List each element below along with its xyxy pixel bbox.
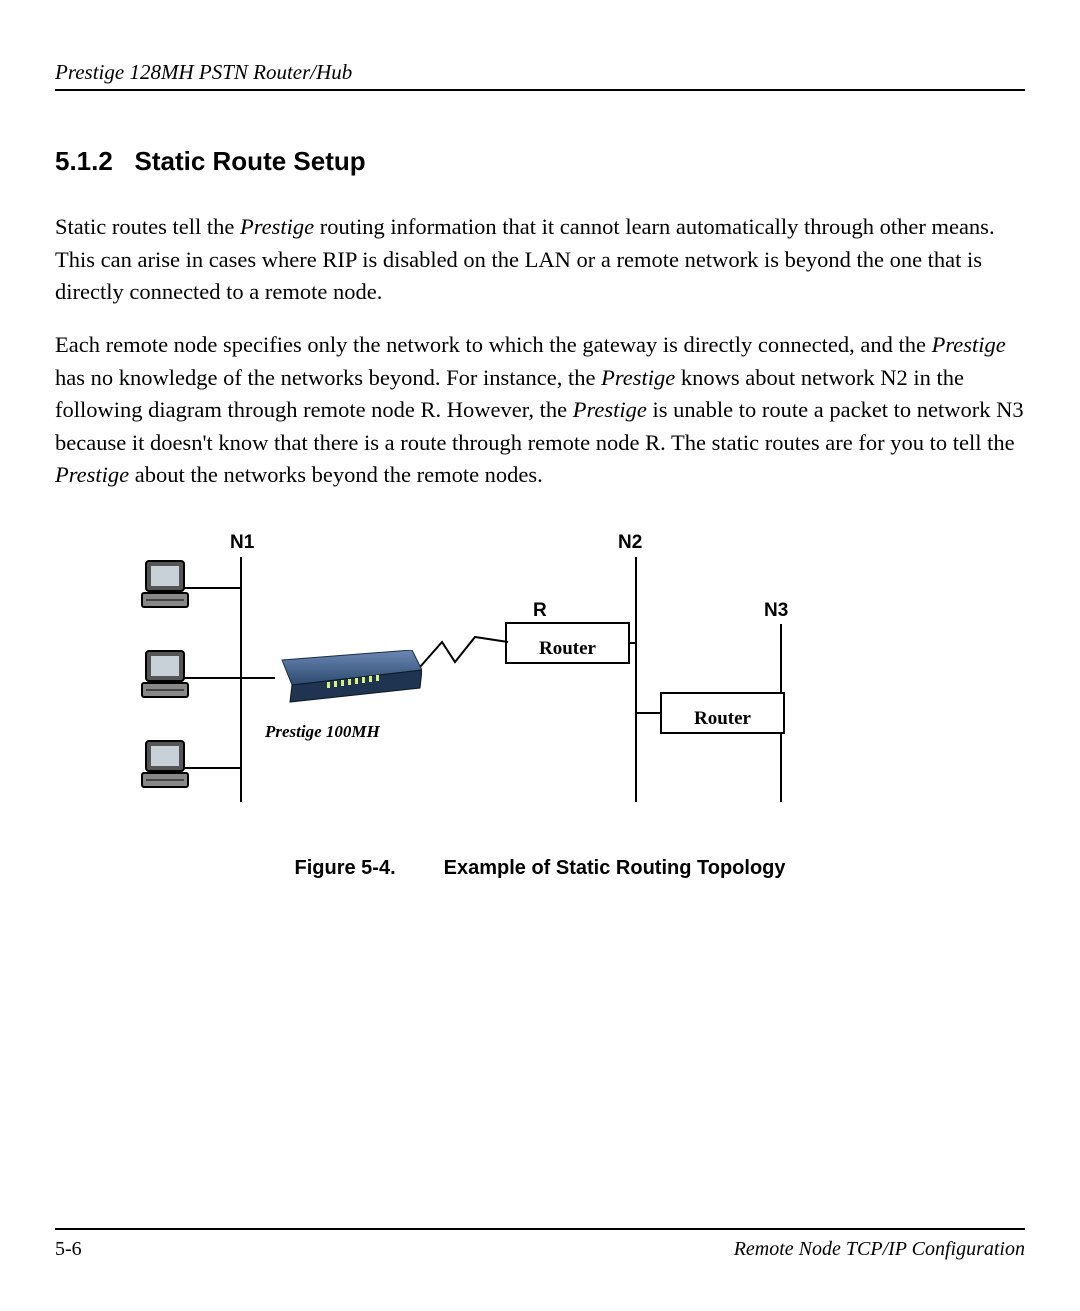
section-title: Static Route Setup — [135, 146, 366, 176]
router2-n2-line — [635, 712, 662, 714]
product-name: Prestige — [55, 462, 129, 487]
n1-label: N1 — [230, 532, 254, 554]
product-name: Prestige — [573, 397, 647, 422]
figure-title: Example of Static Routing Topology — [444, 857, 786, 879]
computer-icon — [140, 557, 200, 612]
router-box-1: Router — [505, 622, 630, 664]
page-header: Prestige 128MH PSTN Router/Hub — [55, 60, 1025, 91]
text: Static routes tell the — [55, 214, 240, 239]
document-page: Prestige 128MH PSTN Router/Hub 5.1.2 Sta… — [0, 0, 1080, 1311]
page-number: 5-6 — [55, 1238, 82, 1261]
figure-number: Figure 5-4. — [295, 857, 396, 879]
topology-diagram: N1 N2 N3 R Prestige 100MH Router Router — [140, 532, 840, 832]
text: about the networks beyond the remote nod… — [129, 462, 543, 487]
n2-label: N2 — [618, 532, 642, 554]
text: Each remote node specifies only the netw… — [55, 332, 932, 357]
paragraph-2: Each remote node specifies only the netw… — [55, 329, 1025, 492]
page-footer: 5-6 Remote Node TCP/IP Configuration — [55, 1228, 1025, 1261]
product-name: Prestige — [240, 214, 314, 239]
router-label: Router — [539, 638, 596, 660]
chapter-title: Remote Node TCP/IP Configuration — [734, 1238, 1025, 1261]
device-tap-line — [240, 677, 275, 679]
paragraph-1: Static routes tell the Prestige routing … — [55, 211, 1025, 309]
text: has no knowledge of the networks beyond.… — [55, 365, 601, 390]
header-title: Prestige 128MH PSTN Router/Hub — [55, 60, 352, 84]
figure-caption: Figure 5-4. Example of Static Routing Top… — [55, 857, 1025, 880]
router-label: Router — [694, 708, 751, 730]
prestige-caption: Prestige 100MH — [265, 722, 380, 742]
n3-label: N3 — [764, 600, 788, 622]
router-box-2: Router — [660, 692, 785, 734]
n1-bus-line — [240, 557, 242, 802]
section-heading: 5.1.2 Static Route Setup — [55, 146, 1025, 177]
computer-icon — [140, 737, 200, 792]
r-label: R — [533, 600, 547, 622]
n2-bus-line — [635, 557, 637, 802]
prestige-device-icon — [272, 650, 422, 705]
section-number: 5.1.2 — [55, 146, 113, 176]
product-name: Prestige — [601, 365, 675, 390]
computer-icon — [140, 647, 200, 702]
wan-link-icon — [420, 632, 510, 682]
product-name: Prestige — [932, 332, 1006, 357]
